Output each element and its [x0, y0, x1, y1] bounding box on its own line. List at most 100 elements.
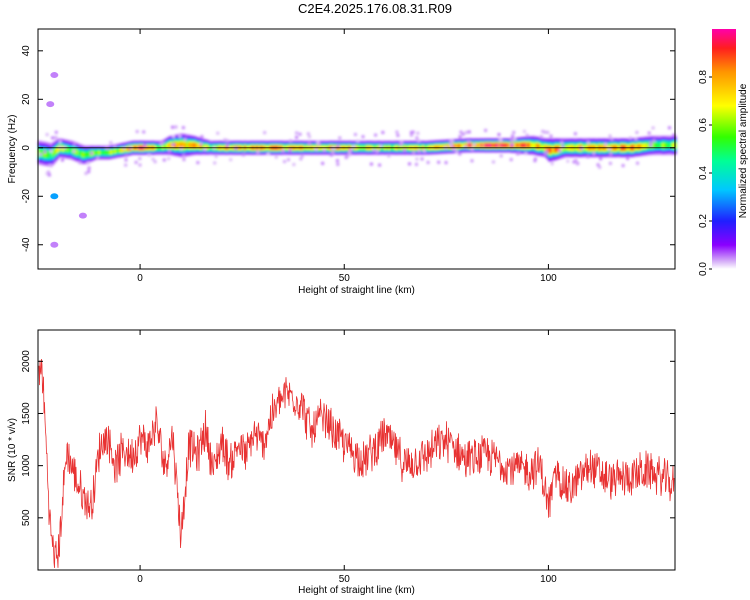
spectrogram-speckle	[635, 130, 639, 134]
spectrogram-cell	[500, 144, 503, 147]
spectrogram-speckle	[214, 154, 218, 158]
spectrogram-cell	[110, 151, 113, 154]
spectrogram-cell	[176, 143, 179, 148]
spectrogram-speckle	[143, 143, 147, 147]
spectrogram-speckle	[499, 138, 503, 142]
spectrogram-cell	[660, 143, 663, 147]
spectrogram-cell	[66, 147, 69, 151]
spectrogram-speckle	[525, 133, 529, 137]
spectrogram-speckle	[181, 126, 185, 130]
spectrogram-cell	[52, 151, 55, 156]
spectrogram-cell	[180, 143, 183, 148]
spectrogram-cell	[492, 144, 495, 147]
spectrogram-speckle	[455, 149, 459, 153]
snr-y-axis-label: SNR (10 * v/v)	[7, 418, 18, 482]
spectrogram-speckle	[322, 148, 326, 152]
spectrogram-cell	[666, 143, 669, 147]
spectrogram-speckle	[449, 139, 453, 143]
spectrogram-cell	[46, 152, 49, 157]
spectrogram-speckle	[274, 155, 278, 159]
x-tick-label: 100	[540, 574, 557, 585]
spectrogram-speckle	[607, 147, 611, 151]
spectrogram-speckle	[298, 132, 302, 136]
spectrogram-speckle	[124, 158, 128, 162]
spectrogram-speckle	[135, 130, 139, 134]
spectrogram-cell	[470, 144, 473, 147]
spectrogram-speckle	[314, 147, 318, 151]
spectrogram-speckle	[263, 131, 267, 135]
spectrogram-cell	[464, 144, 467, 147]
spectrogram-cell	[50, 153, 53, 157]
spectrogram-cell	[186, 143, 189, 148]
spectrogram-cell	[452, 145, 455, 148]
spectrogram-speckle	[628, 136, 632, 140]
spectrogram-cell	[84, 153, 87, 157]
spectrogram-speckle	[415, 136, 419, 140]
spectrogram-speckle	[348, 150, 352, 154]
spectrogram-speckle	[652, 139, 656, 143]
spectrogram-speckle	[491, 160, 495, 164]
spectrogram-speckle	[415, 157, 419, 161]
spectrogram-cell	[438, 145, 441, 149]
spectrogram-cell	[196, 144, 199, 148]
spectrogram-cell	[112, 150, 115, 153]
spectrogram-speckle	[414, 162, 418, 166]
spectrogram-speckle	[213, 161, 217, 165]
spectrogram-cell	[56, 148, 59, 152]
spectrogram-speckle	[241, 153, 245, 157]
spectrogram-cell	[668, 143, 671, 147]
spectrogram-cell	[528, 143, 531, 147]
spectrogram-cell	[78, 151, 81, 155]
spectrogram-cell	[670, 143, 673, 147]
spectrogram-speckle	[449, 142, 453, 146]
spectrogram-speckle	[167, 157, 171, 161]
spectrogram-cell	[68, 148, 71, 152]
colorbar: 0.0 0.2 0.4 0.6 0.8 Normalized spectral ampl…	[698, 29, 749, 276]
y-tick-label: 0	[21, 145, 32, 151]
spectrogram-speckle	[54, 130, 58, 134]
spectrogram-cell	[550, 148, 553, 152]
spectrogram-x-axis-label: Height of straight line (km)	[298, 285, 415, 296]
spectrogram-cell	[540, 145, 543, 149]
spectrogram-cell	[126, 147, 129, 151]
spectrogram-speckle	[199, 141, 203, 145]
spectrogram-speckle	[72, 142, 76, 146]
spectrogram-speckle	[470, 147, 474, 151]
spectrogram-spot	[50, 193, 59, 200]
spectrogram-speckle	[49, 149, 53, 153]
spectrogram-speckle	[399, 142, 403, 146]
spectrogram-speckle	[109, 141, 113, 145]
spectrogram-speckle	[78, 161, 82, 165]
spectrogram-speckle	[292, 163, 296, 167]
y-tick-label: 40	[21, 45, 32, 57]
spectrogram-cell	[658, 143, 661, 147]
spectrogram-cell	[460, 144, 463, 147]
spectrogram-speckle	[336, 162, 340, 166]
spectrogram-speckle	[183, 137, 187, 141]
spectrogram-speckle	[338, 136, 342, 140]
spectrogram-speckle	[58, 140, 62, 144]
spectrogram-cell	[638, 145, 641, 149]
spectrogram-spot	[50, 72, 59, 79]
y-tick-label: -40	[21, 237, 32, 252]
spectrogram-speckle	[124, 154, 128, 158]
spectrogram-speckle	[513, 137, 517, 141]
spectrogram-speckle	[356, 139, 360, 143]
spectrogram-cell	[454, 145, 457, 148]
spectrogram-cell	[554, 147, 557, 152]
spectrogram-speckle	[153, 160, 157, 164]
spectrogram-speckle	[417, 139, 421, 143]
spectrogram-speckle	[550, 162, 554, 166]
spectrogram-cell	[664, 143, 667, 147]
spectrogram-speckle	[572, 160, 576, 164]
spectrogram-speckle	[306, 132, 310, 136]
spectrogram-speckle	[417, 149, 421, 153]
spectrogram-speckle	[422, 149, 426, 153]
spectrogram-cell	[166, 144, 169, 148]
snr-panel: 0 50 100 500 1000 1500 2000 Height of straight…	[7, 329, 676, 596]
spectrogram-cell	[120, 149, 123, 152]
spectrogram-speckle	[167, 149, 171, 153]
spectrogram-speckle	[558, 149, 562, 153]
spectrogram-speckle	[48, 163, 52, 167]
spectrogram-speckle	[610, 137, 614, 141]
